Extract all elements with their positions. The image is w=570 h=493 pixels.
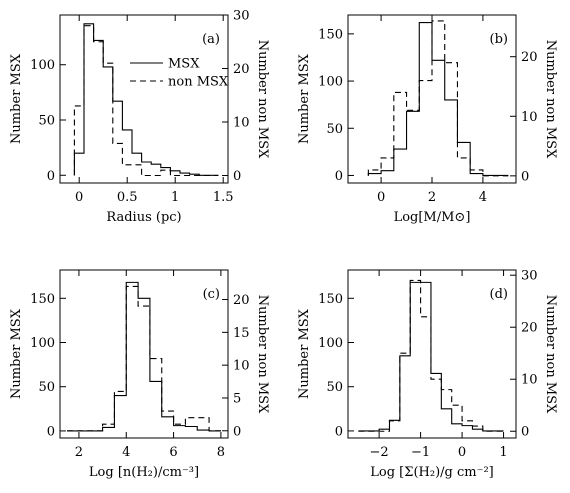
y2-tick-label: 0 <box>521 169 529 184</box>
y2-axis-title: Number non MSX <box>255 295 270 414</box>
y2-tick-label: 0 <box>521 425 529 440</box>
y2-tick-label: 10 <box>521 110 538 125</box>
y2-tick-label: 20 <box>521 50 538 65</box>
non-msx-histogram <box>367 20 509 177</box>
y2-tick-label: 20 <box>521 321 538 336</box>
non-msx-histogram <box>73 25 219 177</box>
x-tick-label: 0 <box>75 190 83 205</box>
plot-frame <box>59 269 229 439</box>
y-tick-label: 150 <box>318 292 343 307</box>
x-axis-title: Radius (pc) <box>106 210 181 225</box>
non-msx-histogram <box>358 279 504 432</box>
msx-histogram <box>367 22 509 176</box>
x-axis-title: Log [n(H₂)/cm⁻³] <box>89 465 199 480</box>
non-msx-histogram <box>67 285 221 432</box>
legend-label: MSX <box>168 57 200 72</box>
legend-label: non MSX <box>168 75 229 90</box>
panel-a: 0 0.5 1 1.5 0 50 100 0 10 20 30 (a) Radius (pc) Numbe… <box>9 9 270 226</box>
y2-tick-label: 10 <box>233 116 250 131</box>
y-axis-title: Number MSX <box>297 53 312 144</box>
y-tick-label: 150 <box>30 292 55 307</box>
x-tick-label: 2 <box>75 445 83 460</box>
y-tick-label: 50 <box>326 380 343 395</box>
x-tick-label: 6 <box>169 445 177 460</box>
x-tick-label: 0.5 <box>117 190 138 205</box>
plot-frame <box>347 269 517 439</box>
y2-axis-title: Number non MSX <box>543 40 558 159</box>
y-tick-label: 0 <box>47 169 55 184</box>
y2-tick-label: 30 <box>233 9 250 24</box>
y-tick-label: 0 <box>335 424 343 439</box>
panel-label: (c) <box>203 287 220 302</box>
y-axis-title: Number MSX <box>297 308 312 399</box>
y-tick-label: 0 <box>47 424 55 439</box>
y-tick-label: 0 <box>335 169 343 184</box>
panel-label: (d) <box>490 287 508 302</box>
panel-label: (b) <box>490 32 508 47</box>
y2-axis-title: Number non MSX <box>255 40 270 159</box>
x-tick-label: 0 <box>458 445 466 460</box>
panel-label: (a) <box>202 32 220 47</box>
y2-tick-label: 20 <box>233 293 250 308</box>
y-tick-label: 100 <box>318 75 343 90</box>
y2-tick-label: 10 <box>233 359 250 374</box>
x-tick-label: −1 <box>411 445 430 460</box>
y-tick-label: 100 <box>30 336 55 351</box>
msx-histogram <box>358 281 504 432</box>
x-tick-label: 1.5 <box>213 190 234 205</box>
plot-frame <box>59 14 229 184</box>
panel-b: 0 2 4 0 50 100 150 0 10 20 (b) Log[M/M⊙] Number MSX N… <box>297 14 558 225</box>
y2-axis-title: Number non MSX <box>543 295 558 414</box>
y-tick-label: 50 <box>38 114 55 129</box>
msx-histogram <box>73 23 219 176</box>
y-axis-title: Number MSX <box>9 53 24 144</box>
legend: MSX non MSX <box>130 57 229 90</box>
y-axis-title: Number MSX <box>9 308 24 399</box>
y-tick-label: 150 <box>318 27 343 42</box>
y-tick-label: 50 <box>38 380 55 395</box>
x-tick-label: 8 <box>217 445 225 460</box>
y2-tick-label: 20 <box>233 62 250 77</box>
x-tick-label: 2 <box>428 190 436 205</box>
y-tick-label: 50 <box>326 122 343 137</box>
y2-tick-label: 0 <box>233 169 241 184</box>
y-tick-label: 100 <box>318 336 343 351</box>
x-axis-title: Log [Σ(H₂)/g cm⁻²] <box>370 465 493 480</box>
x-tick-label: 0 <box>377 190 385 205</box>
x-tick-label: 4 <box>122 445 130 460</box>
y2-tick-label: 30 <box>521 269 538 284</box>
y2-tick-label: 15 <box>233 326 250 341</box>
y2-tick-label: 10 <box>521 373 538 388</box>
x-tick-label: 1 <box>499 445 507 460</box>
x-axis-title: Log[M/M⊙] <box>394 210 471 225</box>
y2-tick-label: 5 <box>233 391 241 406</box>
y-tick-label: 100 <box>30 58 55 73</box>
x-tick-label: 1 <box>171 190 179 205</box>
y2-tick-label: 0 <box>233 424 241 439</box>
x-tick-label: 4 <box>479 190 487 205</box>
x-tick-label: −2 <box>370 445 389 460</box>
msx-histogram <box>67 281 221 432</box>
